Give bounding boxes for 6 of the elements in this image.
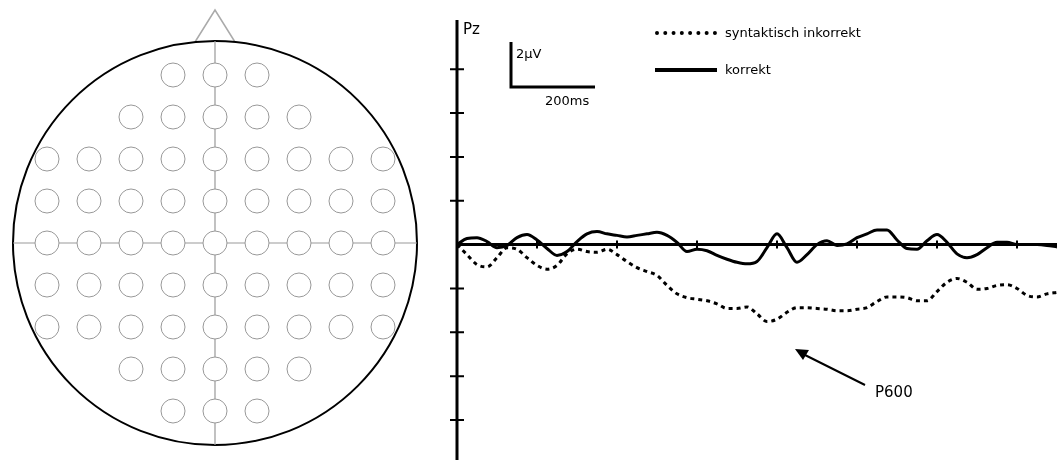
text: 200ms (545, 93, 590, 108)
legend-label: syntaktisch inkorrekt (725, 25, 861, 40)
legend-label: korrekt (725, 62, 771, 77)
text: Pz (463, 20, 480, 38)
text: P600 (875, 383, 913, 401)
text: 2µV (516, 46, 542, 61)
